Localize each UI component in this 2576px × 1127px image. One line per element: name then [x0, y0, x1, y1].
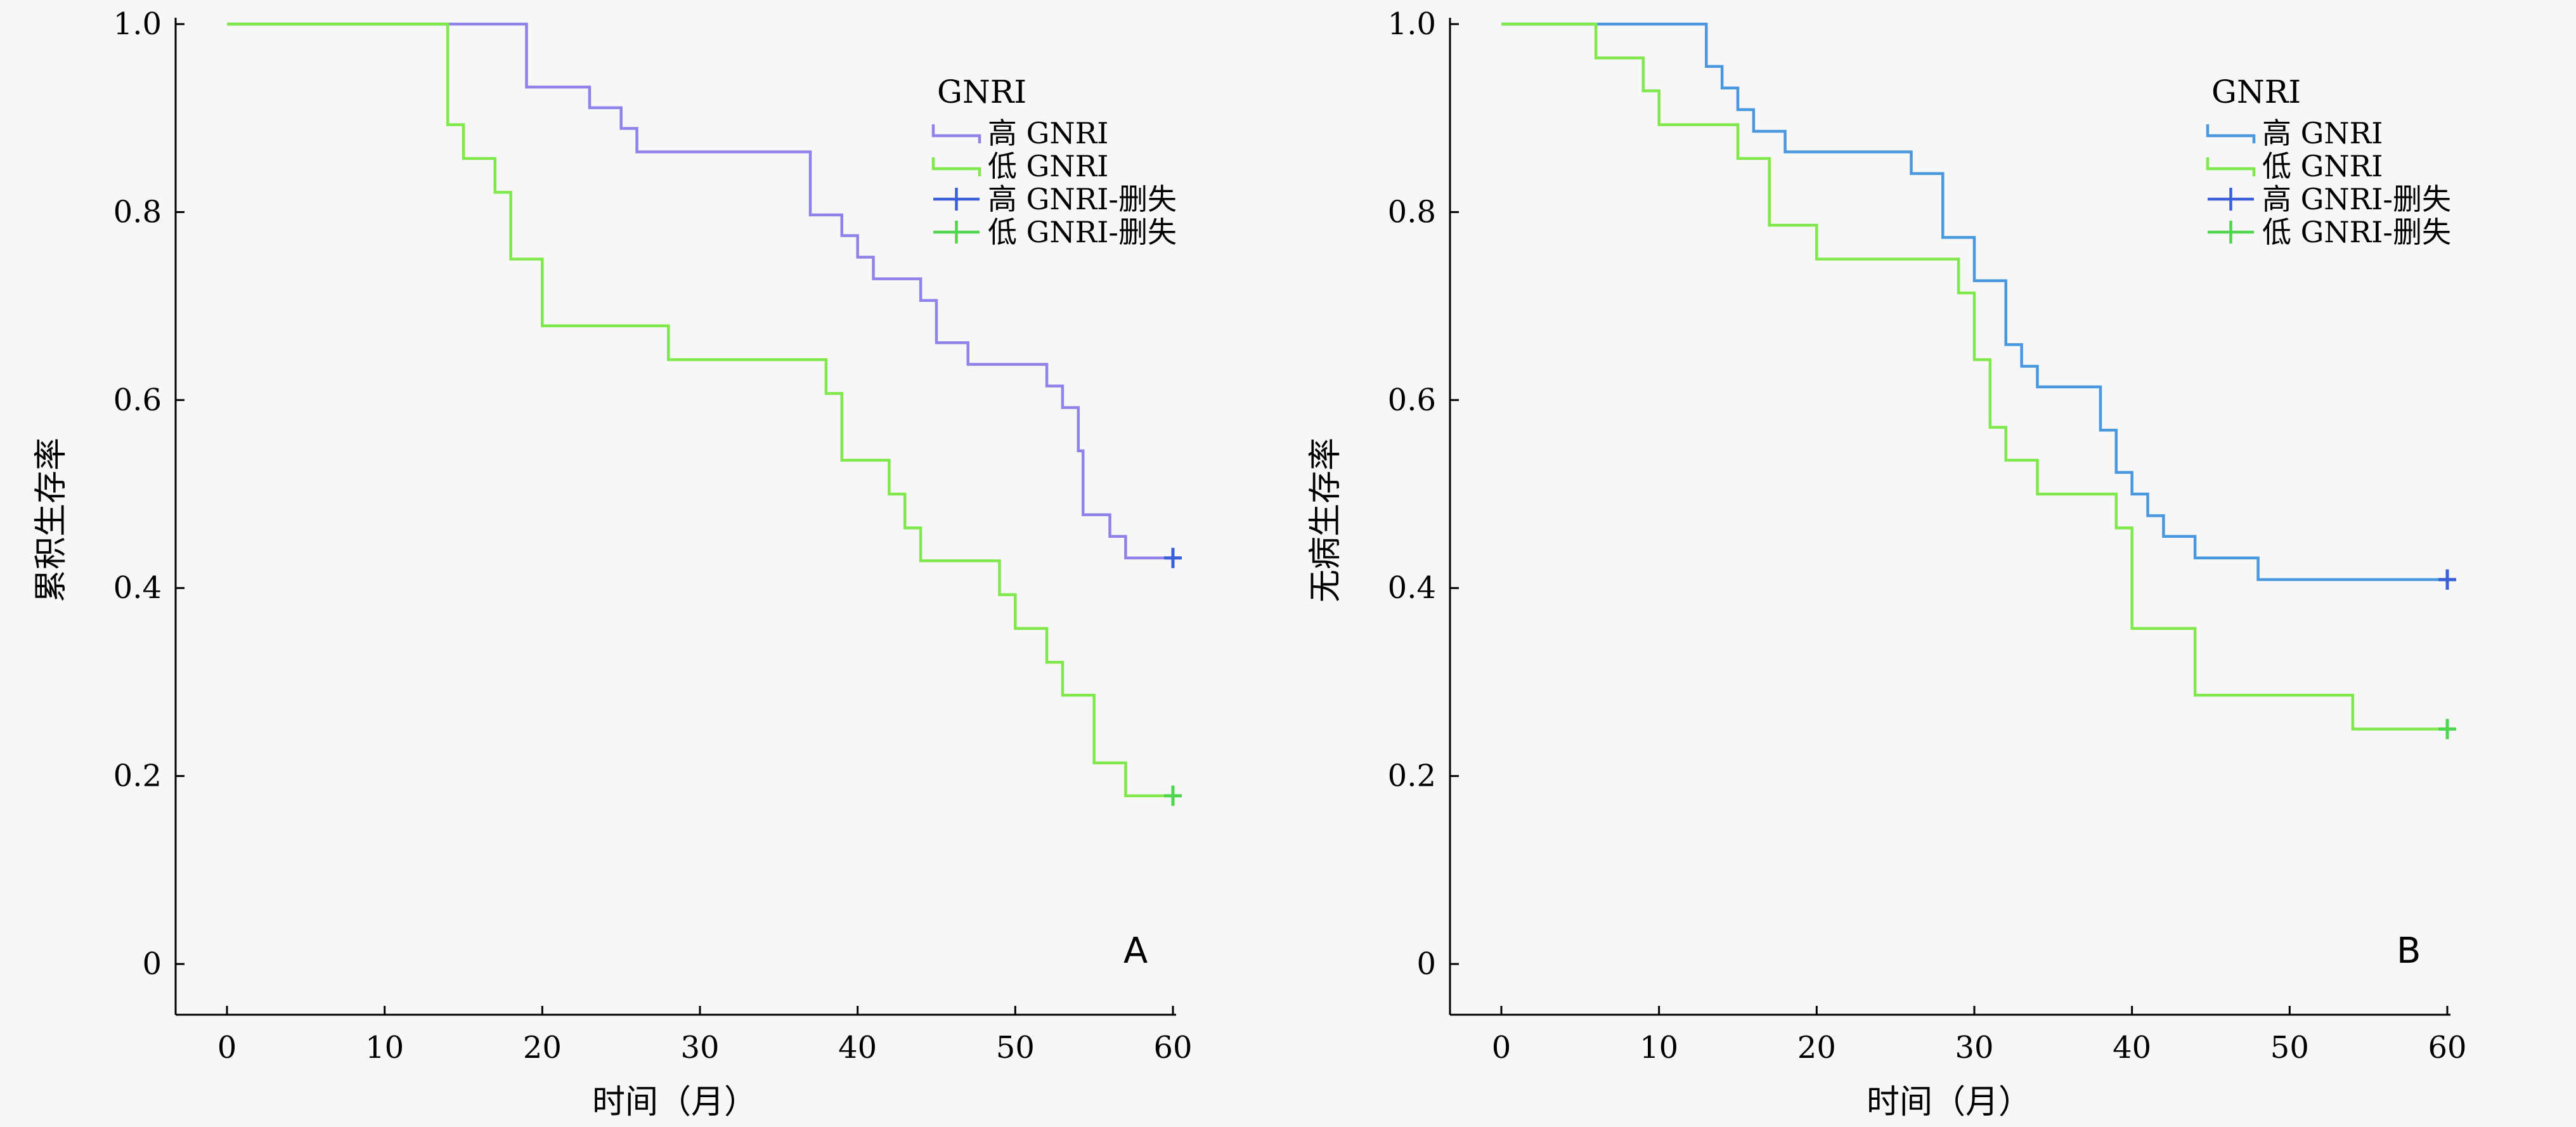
legend-title: GNRI: [937, 74, 1026, 110]
y-tick-label: 0.2: [113, 759, 162, 794]
x-tick-label: 60: [1153, 1030, 1192, 1065]
legend-entry-label: 低 GNRI: [2262, 149, 2383, 183]
x-tick-label: 10: [365, 1030, 404, 1065]
y-tick-label: 0: [1416, 946, 1436, 982]
panel-letter: A: [1123, 930, 1148, 972]
censor-marker-low: [2438, 719, 2456, 739]
legend-symbol: [2208, 221, 2254, 244]
x-tick-label: 20: [1797, 1030, 1836, 1065]
censor-marker-low: [1164, 785, 1182, 806]
panel-b-chart: 0 0.2 0.4 0.6 0.8 1.0 0 10 20 30 40 50 60 时间（月） 无病生存率 B…: [1307, 6, 2467, 1121]
legend-entry-label: 高 GNRI: [2262, 116, 2383, 150]
y-tick-label: 1.0: [113, 6, 162, 42]
series-line-low-gnri: [227, 22, 1173, 797]
x-tick-label: 0: [1492, 1030, 1511, 1065]
x-tick-label: 50: [2270, 1030, 2309, 1065]
legend-symbol: [933, 221, 980, 244]
x-tick-label: 40: [838, 1030, 877, 1065]
legend-entry-label: 低 GNRI-删失: [988, 215, 1177, 249]
x-axis-title: 时间（月）: [1867, 1083, 2031, 1121]
legend-symbol: [2208, 188, 2254, 211]
x-axis-title: 时间（月）: [592, 1083, 757, 1121]
legend-entry-label: 高 GNRI-删失: [2262, 182, 2451, 216]
y-tick-label: 0.4: [113, 570, 162, 606]
x-tick-label: 20: [523, 1030, 562, 1065]
y-tick-label: 0.8: [1388, 194, 1436, 230]
x-tick-label: 30: [680, 1030, 719, 1065]
series-line-high-gnri: [1501, 22, 2447, 582]
censor-marker-high: [2438, 569, 2456, 590]
y-tick-label: 0.8: [113, 194, 162, 230]
legend-symbol: [931, 157, 981, 176]
series-line-low-gnri: [1501, 22, 2447, 731]
y-tick-label: 0.4: [1388, 570, 1436, 606]
y-tick-label: 1.0: [1388, 6, 1436, 42]
x-tick-label: 40: [2113, 1030, 2151, 1065]
y-axis-title: 累积生存率: [32, 438, 70, 603]
x-tick-label: 50: [996, 1030, 1035, 1065]
panel-a-chart: 0 0.2 0.4 0.6 0.8 1.0 0 10 20 30 40 50 60 时间（月） 累积生存率 A…: [32, 6, 1193, 1121]
x-tick-label: 60: [2428, 1030, 2466, 1065]
series-line-high-gnri: [227, 22, 1173, 560]
legend-entry-label: 高 GNRI: [988, 116, 1108, 150]
x-tick-label: 0: [217, 1030, 237, 1065]
legend-symbol: [2206, 157, 2256, 176]
legend-entry-label: 高 GNRI-删失: [988, 182, 1177, 216]
legend-symbol: [931, 124, 981, 143]
y-tick-label: 0.6: [113, 382, 162, 418]
y-tick-label: 0: [142, 946, 162, 982]
legend-entry-label: 低 GNRI: [988, 149, 1108, 183]
legend-symbol: [2206, 124, 2256, 143]
x-tick-label: 10: [1640, 1030, 1678, 1065]
y-tick-label: 0.2: [1388, 759, 1436, 794]
panel-letter: B: [2397, 930, 2421, 972]
y-axis-title: 无病生存率: [1307, 438, 1345, 603]
legend-entry-label: 低 GNRI-删失: [2262, 215, 2451, 249]
y-tick-label: 0.6: [1388, 382, 1436, 418]
x-tick-label: 30: [1955, 1030, 1993, 1065]
legend-title: GNRI: [2211, 74, 2301, 110]
legend-symbol: [933, 188, 980, 211]
censor-marker-high: [1164, 547, 1182, 568]
